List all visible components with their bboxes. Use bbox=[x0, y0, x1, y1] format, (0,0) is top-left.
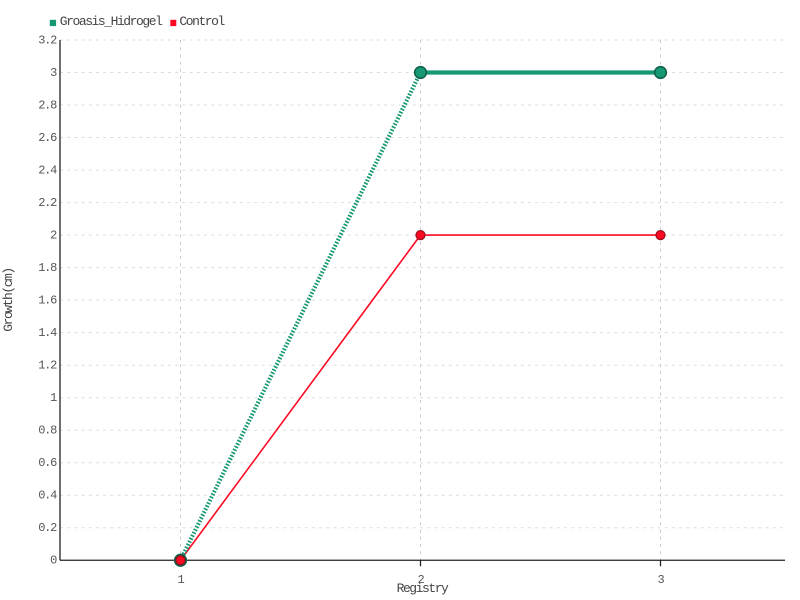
svg-text:1.6: 1.6 bbox=[38, 294, 57, 308]
svg-text:0.6: 0.6 bbox=[38, 456, 57, 470]
svg-text:Control: Control bbox=[179, 14, 225, 29]
svg-text:0.8: 0.8 bbox=[38, 424, 57, 438]
svg-text:2.2: 2.2 bbox=[38, 196, 57, 210]
svg-text:2: 2 bbox=[50, 229, 57, 243]
svg-text:2.4: 2.4 bbox=[38, 164, 57, 178]
svg-text:0: 0 bbox=[50, 554, 57, 568]
svg-text:1.4: 1.4 bbox=[38, 326, 57, 340]
svg-text:0.2: 0.2 bbox=[38, 521, 57, 535]
svg-text:Groasis_Hidrogel: Groasis_Hidrogel bbox=[60, 14, 163, 29]
svg-text:2.6: 2.6 bbox=[38, 131, 57, 145]
svg-text:3: 3 bbox=[50, 66, 57, 80]
svg-text:1: 1 bbox=[50, 391, 57, 405]
svg-text:3: 3 bbox=[658, 573, 665, 587]
svg-text:1.8: 1.8 bbox=[38, 261, 57, 275]
svg-text:3.2: 3.2 bbox=[38, 34, 57, 48]
svg-text:0.4: 0.4 bbox=[38, 489, 57, 503]
svg-text:Growth(cm): Growth(cm) bbox=[1, 268, 16, 332]
svg-text:2.8: 2.8 bbox=[38, 99, 57, 113]
svg-text:1: 1 bbox=[178, 573, 185, 587]
svg-text:1.2: 1.2 bbox=[38, 359, 57, 373]
